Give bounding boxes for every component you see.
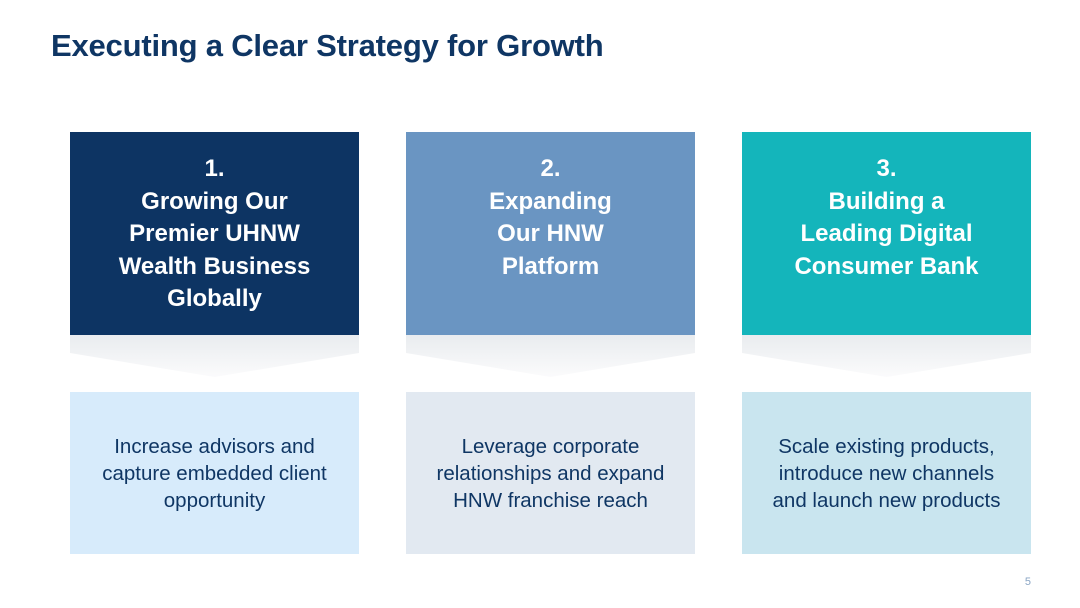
pillar-number: 1. <box>204 155 225 182</box>
page-number: 5 <box>1024 576 1031 588</box>
pillar-title-line: Wealth Business <box>118 252 311 280</box>
description-line: HNW franchise reach <box>453 489 648 512</box>
pillar-3-description: Scale existing products, introduce new c… <box>742 392 1031 554</box>
chevron-shadow <box>70 335 359 377</box>
chevron-shadow <box>406 335 695 377</box>
pillar-1-description: Increase advisors and capture embedded c… <box>70 392 359 554</box>
description-line: Increase advisors and <box>114 435 315 458</box>
pillar-title-line: Expanding <box>489 187 612 215</box>
pillar-2-description: Leverage corporate relationships and exp… <box>406 392 695 554</box>
pillar-number: 3. <box>876 155 897 182</box>
pillar-title-line: Globally <box>167 285 262 312</box>
pillar-3: 3. Building a Leading Digital Consumer B… <box>742 132 1031 554</box>
pillar-2: 2. Expanding Our HNW Platform Leverage c… <box>406 132 695 554</box>
pillar-title-line: Platform <box>501 252 600 280</box>
description-line: relationships and expand <box>436 462 665 485</box>
pillar-title-line: Consumer Bank <box>794 252 979 280</box>
pillar-1-header: 1. Growing Our Premier UHNW Wealth Busin… <box>70 132 359 335</box>
pillar-title-line: Building a <box>828 187 945 215</box>
pillar-title-line: Premier UHNW <box>129 220 300 247</box>
pillar-number: 2. <box>540 155 561 182</box>
chevron-shadow <box>742 335 1031 377</box>
pillar-title-line: Growing Our <box>141 187 288 215</box>
description-line: and launch new products <box>772 489 1001 512</box>
slide-title: Executing a Clear Strategy for Growth <box>51 28 604 63</box>
pillar-3-header: 3. Building a Leading Digital Consumer B… <box>742 132 1031 335</box>
description-line: introduce new channels <box>778 462 995 485</box>
description-line: opportunity <box>163 489 266 512</box>
description-line: capture embedded client <box>102 462 327 485</box>
description-line: Scale existing products, <box>778 435 995 458</box>
pillar-2-header: 2. Expanding Our HNW Platform <box>406 132 695 335</box>
pillar-title-line: Our HNW <box>497 220 604 247</box>
pillar-1: 1. Growing Our Premier UHNW Wealth Busin… <box>70 132 359 554</box>
description-line: Leverage corporate <box>461 435 640 458</box>
pillar-title-line: Leading Digital <box>800 220 973 247</box>
